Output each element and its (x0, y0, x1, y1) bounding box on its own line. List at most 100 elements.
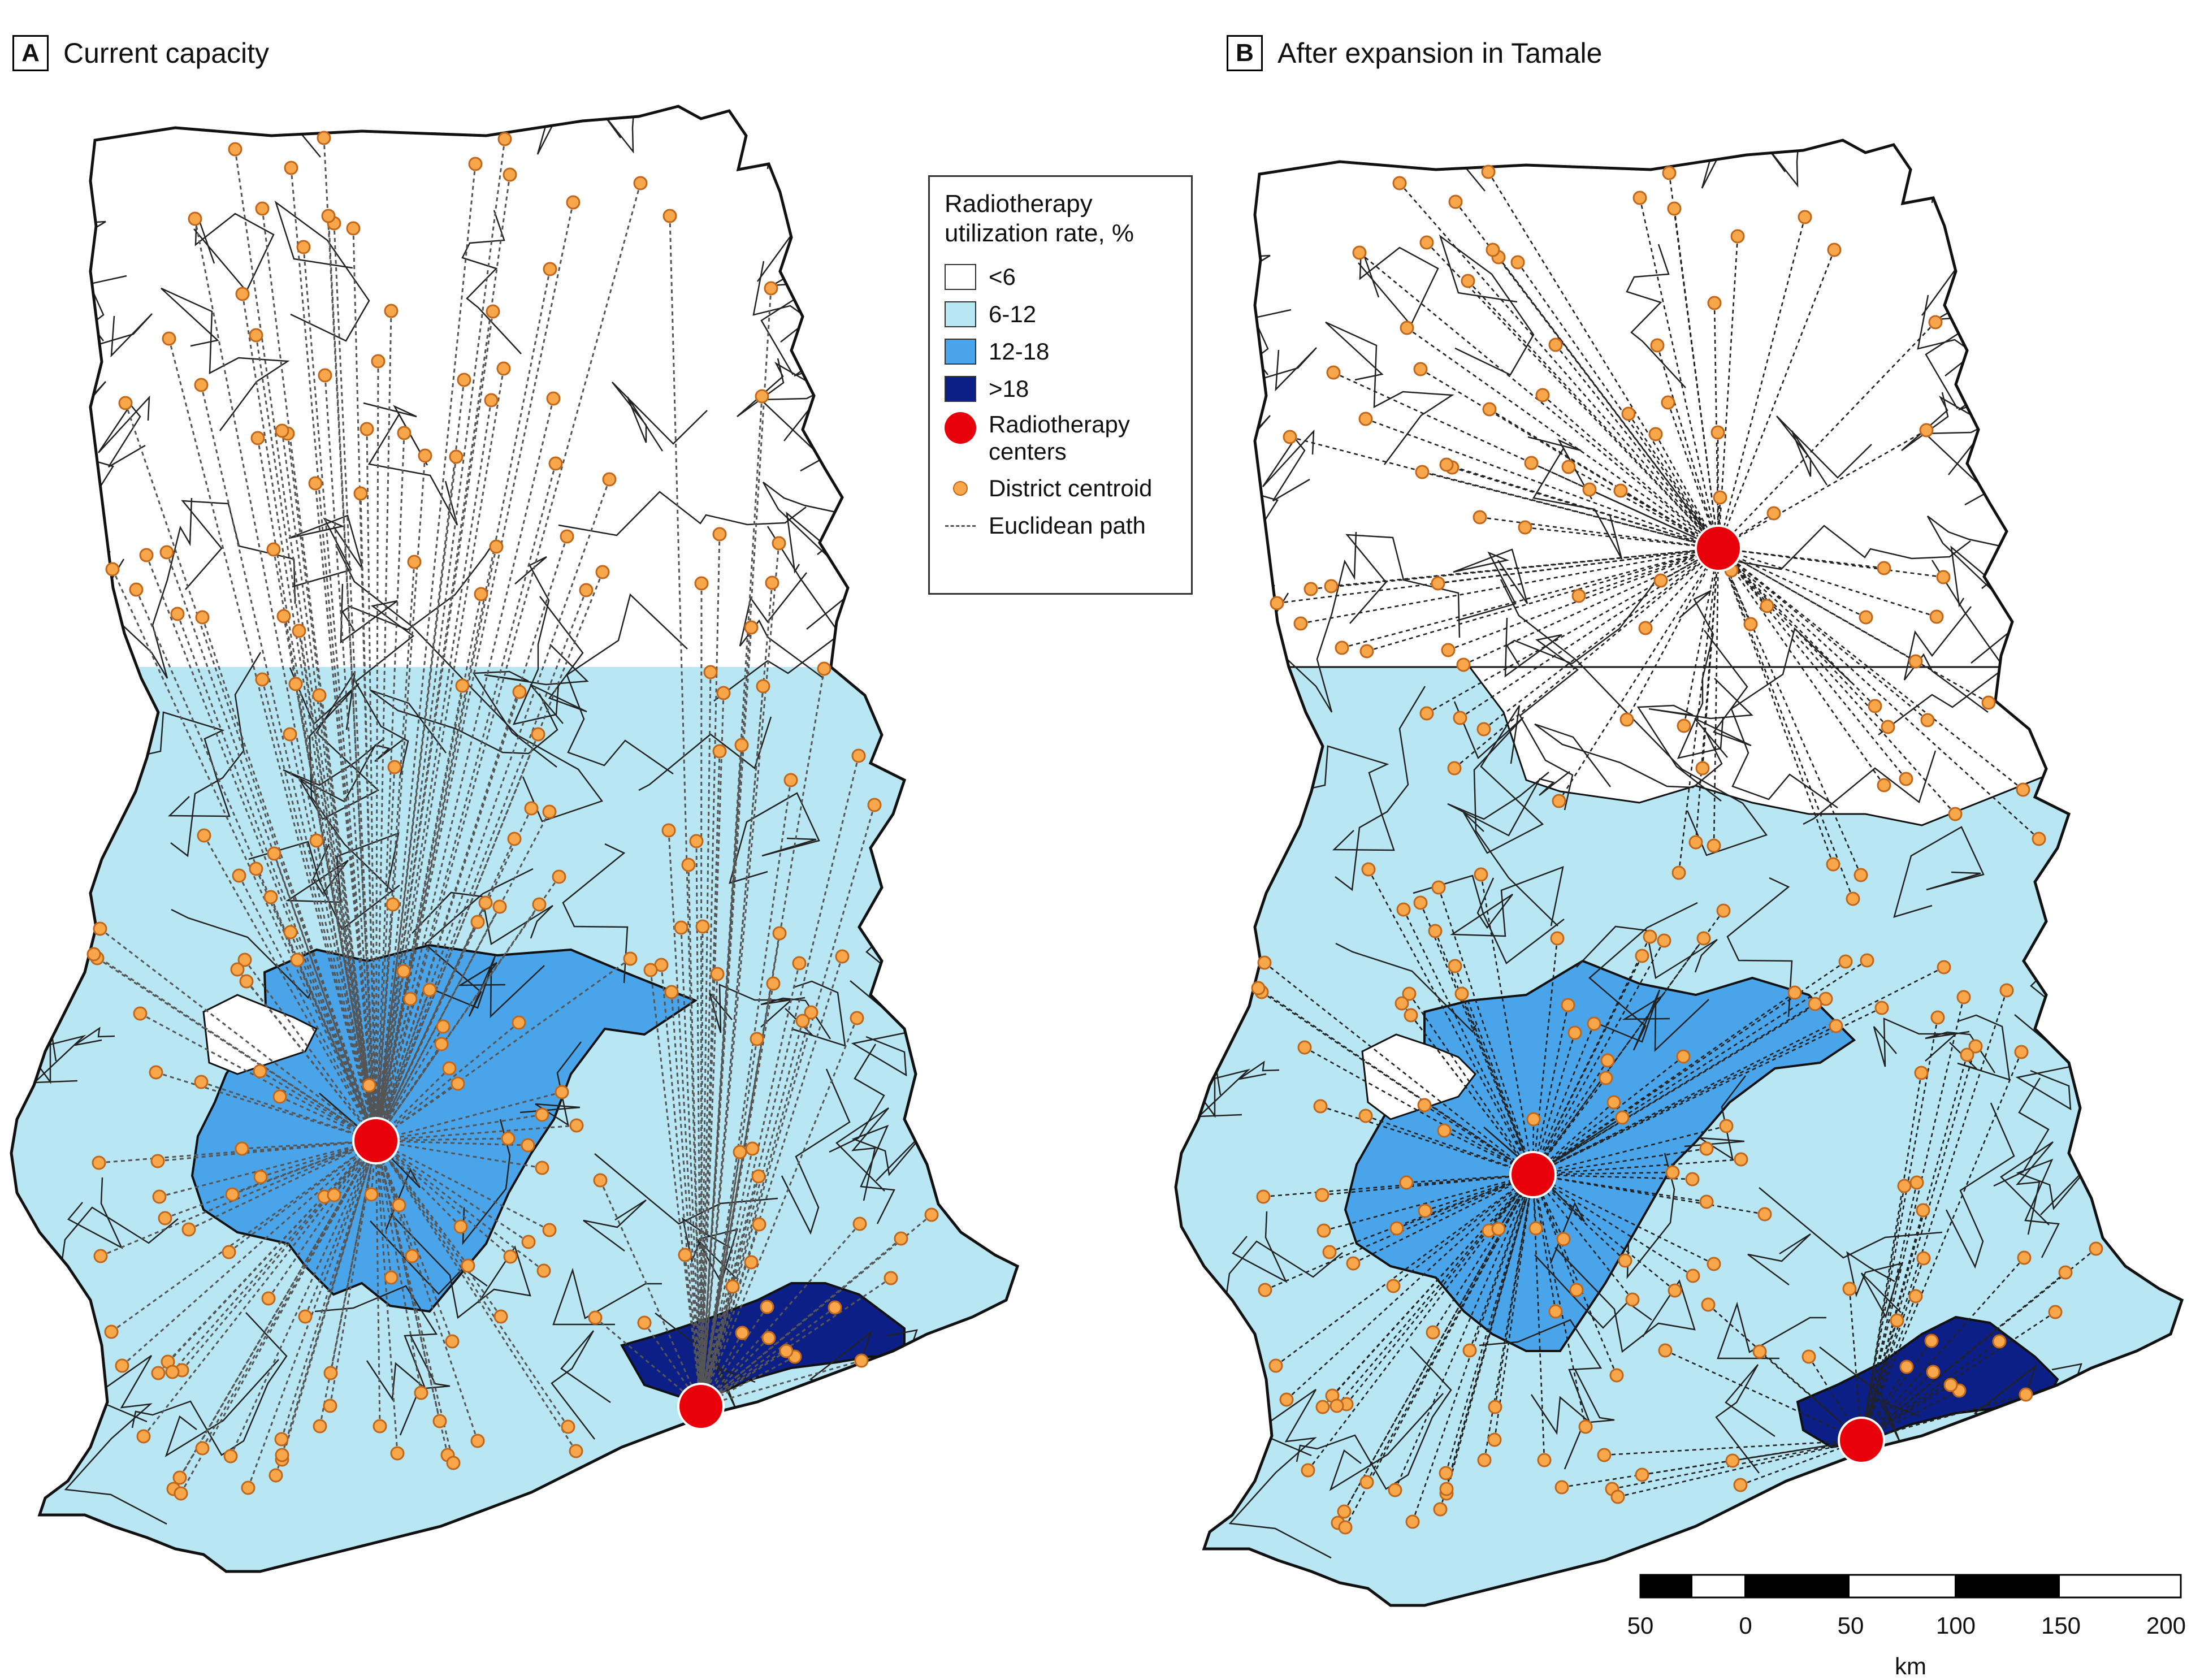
district-centroid (1587, 1016, 1601, 1031)
district-centroid (744, 1255, 759, 1270)
euclidean-path (375, 691, 521, 1141)
district-centroid (1937, 960, 1951, 975)
district-centroid (1474, 867, 1488, 882)
euclidean-path (375, 971, 405, 1141)
district-centroid (188, 211, 202, 226)
scale-tick-1: 0 (1739, 1612, 1752, 1639)
district-centroid (253, 1170, 268, 1184)
district-centroid (681, 858, 696, 872)
district-centroid (139, 548, 154, 562)
district-centroid (86, 947, 101, 962)
scale-tick-5: 200 (2146, 1612, 2186, 1639)
legend-label-gt18: >18 (989, 375, 1029, 402)
district-centroid (1716, 903, 1731, 918)
euclidean-path (1860, 1046, 1977, 1441)
district-centroid (150, 1154, 165, 1168)
district-centroid (1968, 1039, 1983, 1054)
euclidean-path (302, 246, 377, 1141)
district-boundary-a (64, 1354, 167, 1525)
district-centroid (1665, 1165, 1680, 1180)
euclidean-path (1345, 1174, 1534, 1405)
district-centroid (733, 1145, 747, 1159)
euclidean-path (700, 755, 860, 1407)
district-centroid (543, 262, 557, 276)
euclidean-path (375, 1021, 519, 1142)
euclidean-path (1717, 497, 1721, 549)
district-centroid (1418, 1203, 1432, 1218)
district-boundary-b (1717, 1301, 1826, 1359)
euclidean-path (1437, 887, 1534, 1175)
district-centroid (1439, 1482, 1454, 1496)
district-centroid (695, 919, 710, 934)
district-centroid (249, 861, 263, 876)
euclidean-path (700, 1277, 891, 1408)
euclidean-path (668, 830, 702, 1407)
country-outline-b (1174, 138, 2184, 1607)
district-centroid (817, 661, 832, 676)
district-centroid (524, 801, 539, 816)
euclidean-path (281, 1140, 377, 1460)
district-centroid (275, 1448, 289, 1462)
district-centroid (521, 1138, 535, 1153)
district-centroid (162, 331, 176, 346)
district-centroid (1868, 699, 1882, 713)
district-centroid (1699, 1194, 1714, 1209)
district-centroid (1402, 986, 1417, 1001)
panel-a-title: Current capacity (63, 37, 270, 69)
euclidean-path (700, 543, 780, 1407)
euclidean-path (180, 1140, 377, 1494)
district-centroid (2014, 1045, 2029, 1059)
district-boundary-b (2036, 331, 2091, 419)
euclidean-path (700, 963, 800, 1407)
panel-a-letter: A (12, 35, 49, 71)
district-centroid (104, 1324, 119, 1339)
district-centroid (235, 287, 250, 301)
euclidean-path (1626, 548, 1720, 720)
euclidean-path (1493, 1174, 1534, 1440)
district-centroid (1914, 1066, 1929, 1080)
euclidean-path (375, 1140, 543, 1169)
euclidean-path (1718, 548, 1956, 815)
legend-item-gt18: >18 (945, 370, 1176, 408)
legend-item-centers: Radiotherapy centers (945, 408, 1176, 470)
euclidean-path (1860, 997, 1965, 1441)
euclidean-path (1322, 1174, 1534, 1196)
district-centroid (1766, 506, 1781, 521)
district-centroid (835, 949, 850, 964)
euclidean-path (1532, 938, 1558, 1175)
legend-label-centers-2: centers (989, 438, 1067, 465)
district-centroid (1548, 337, 1563, 352)
panel-b-title: After expansion in Tamale (1277, 37, 1603, 69)
district-centroid (222, 1245, 236, 1259)
district-centroid (535, 1161, 549, 1175)
district-centroid (235, 1141, 249, 1156)
euclidean-path (1718, 547, 1944, 578)
district-boundary-a (512, 556, 560, 725)
euclidean-path (1568, 466, 1719, 549)
district-centroid (1909, 1175, 1924, 1190)
district-centroid (1930, 1010, 1945, 1025)
district-centroid (623, 951, 638, 966)
district-centroid (1550, 931, 1565, 946)
euclidean-path (700, 686, 764, 1407)
district-boundary-b (1846, 1251, 1903, 1319)
district-centroid (364, 1187, 379, 1202)
district-centroid (1710, 425, 1725, 440)
euclidean-path (1492, 249, 1720, 549)
euclidean-path (660, 964, 702, 1407)
euclidean-path (1718, 547, 1885, 569)
legend-swatch-6-12 (945, 301, 976, 327)
district-centroid (373, 1419, 387, 1434)
euclidean-path (298, 630, 377, 1141)
euclidean-path (375, 456, 457, 1141)
district-centroid (756, 679, 770, 694)
district-centroid (230, 962, 245, 977)
district-centroid (1461, 274, 1475, 288)
district-centroid (678, 1248, 692, 1262)
district-centroid (290, 952, 305, 967)
euclidean-path (279, 1096, 376, 1142)
euclidean-path (329, 1140, 377, 1406)
map-panel-b (1174, 138, 2184, 1607)
district-centroid (149, 1065, 163, 1080)
district-boundary-a (424, 868, 534, 1017)
